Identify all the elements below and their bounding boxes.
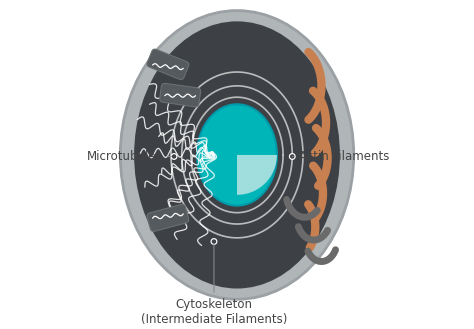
FancyBboxPatch shape [147,204,189,232]
Circle shape [290,154,295,159]
FancyBboxPatch shape [160,83,201,107]
Circle shape [171,154,177,159]
Text: Cytoskeleton
(Intermediate Filaments): Cytoskeleton (Intermediate Filaments) [141,244,287,326]
Circle shape [291,155,294,158]
FancyBboxPatch shape [147,49,189,80]
Ellipse shape [134,21,340,289]
Ellipse shape [120,11,354,299]
Text: Actin Filaments: Actin Filaments [292,150,389,163]
Wedge shape [237,155,277,195]
Circle shape [173,155,175,158]
Ellipse shape [197,104,277,206]
Circle shape [212,240,216,243]
Text: Microtubules: Microtubules [87,150,171,163]
Circle shape [211,239,217,244]
